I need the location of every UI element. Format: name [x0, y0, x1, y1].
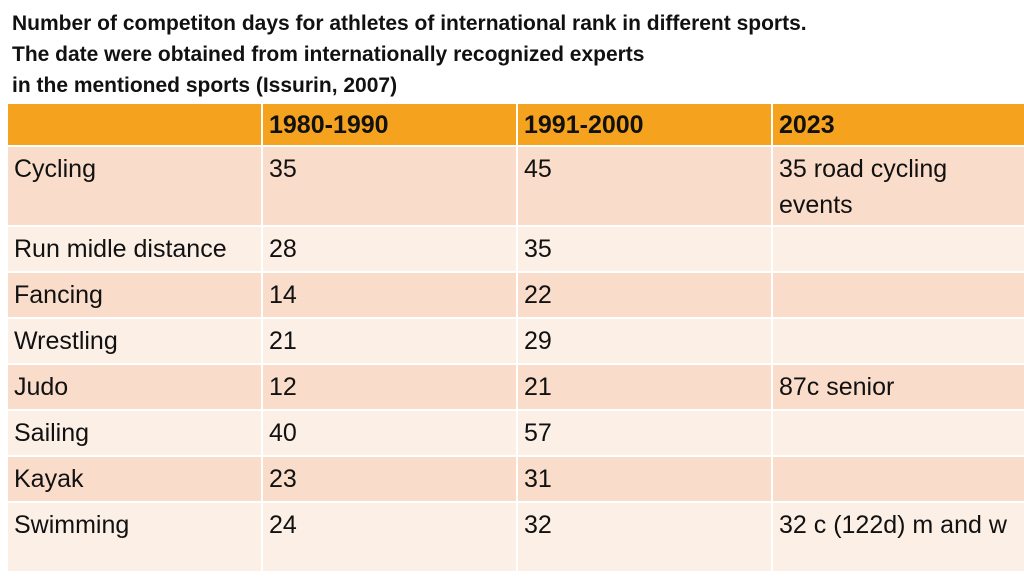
header-cell-1991-2000: 1991-2000	[516, 102, 773, 147]
value-cell-2023	[771, 409, 1024, 457]
title-line-2: The date were obtained from internationa…	[12, 43, 645, 66]
sport-cell: Judo	[6, 363, 263, 411]
value-cell-1980-1990: 40	[261, 409, 518, 457]
value-cell-2023: 35 road cycling events	[771, 145, 1024, 227]
table-row: Swimming 24 32 32 c (122d) m and w	[6, 501, 1024, 573]
table-row: Judo 12 21 87c senior	[6, 363, 1024, 411]
value-cell-2023	[771, 271, 1024, 319]
table-row: Kayak 23 31	[6, 455, 1024, 503]
value-cell-1980-1990: 12	[261, 363, 518, 411]
slide-title: Number of competiton days for athletes o…	[12, 8, 1012, 101]
header-cell-sport	[6, 102, 263, 147]
value-cell-1991-2000: 31	[516, 455, 773, 503]
table-row: Wrestling 21 29	[6, 317, 1024, 365]
sport-cell: Fancing	[6, 271, 263, 319]
value-cell-1991-2000: 57	[516, 409, 773, 457]
value-cell-1980-1990: 35	[261, 145, 518, 227]
sport-cell: Swimming	[6, 501, 263, 573]
value-cell-1991-2000: 35	[516, 225, 773, 273]
header-cell-2023: 2023	[771, 102, 1024, 147]
table-row: Run midle distance 28 35	[6, 225, 1024, 273]
value-cell-1980-1990: 28	[261, 225, 518, 273]
table-row: Cycling 35 45 35 road cycling events	[6, 145, 1024, 227]
value-cell-1991-2000: 22	[516, 271, 773, 319]
title-line-1: Number of competiton days for athletes o…	[12, 12, 807, 35]
value-cell-1980-1990: 23	[261, 455, 518, 503]
sport-cell: Wrestling	[6, 317, 263, 365]
value-cell-1991-2000: 45	[516, 145, 773, 227]
table-row: Sailing 40 57	[6, 409, 1024, 457]
value-cell-1991-2000: 21	[516, 363, 773, 411]
value-cell-2023: 87c senior	[771, 363, 1024, 411]
value-cell-2023	[771, 455, 1024, 503]
sport-cell: Sailing	[6, 409, 263, 457]
table-row: Fancing 14 22	[6, 271, 1024, 319]
value-cell-1991-2000: 32	[516, 501, 773, 573]
sport-cell: Cycling	[6, 145, 263, 227]
value-cell-1980-1990: 14	[261, 271, 518, 319]
competition-days-table: 1980-1990 1991-2000 2023 Cycling 35 45 3…	[6, 102, 1024, 573]
value-cell-1991-2000: 29	[516, 317, 773, 365]
value-cell-2023	[771, 225, 1024, 273]
value-cell-2023	[771, 317, 1024, 365]
value-cell-1980-1990: 24	[261, 501, 518, 573]
value-cell-2023: 32 c (122d) m and w	[771, 501, 1024, 573]
title-line-3: in the mentioned sports (Issurin, 2007)	[12, 74, 398, 97]
sport-cell: Run midle distance	[6, 225, 263, 273]
value-cell-1980-1990: 21	[261, 317, 518, 365]
sport-cell: Kayak	[6, 455, 263, 503]
header-cell-1980-1990: 1980-1990	[261, 102, 518, 147]
table-header-row: 1980-1990 1991-2000 2023	[6, 102, 1024, 147]
